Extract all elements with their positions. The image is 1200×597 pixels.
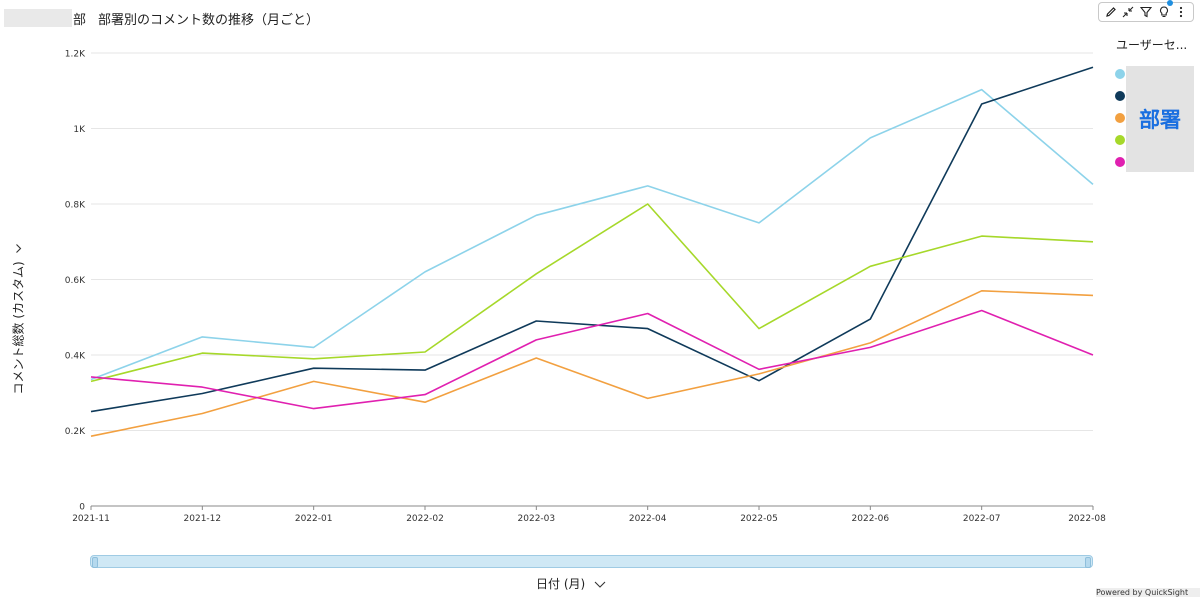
series-line-1[interactable] (90, 88, 1094, 381)
x-tick-label: 2022-05 (740, 514, 778, 524)
legend-marker-2[interactable] (1115, 91, 1125, 101)
scrollbar-right-handle[interactable] (1085, 557, 1091, 568)
x-tick-label: 2021-12 (184, 514, 222, 524)
y-tick-label: 0.4K (65, 352, 86, 362)
chevron-down-icon (594, 577, 606, 591)
x-tick-label: 2022-07 (963, 514, 1001, 524)
legend-marker-3[interactable] (1115, 113, 1125, 123)
powered-by-footer: Powered by QuickSight (1096, 588, 1200, 597)
y-tick-label: 0 (79, 503, 85, 513)
x-tick-label: 2022-01 (295, 514, 333, 524)
y-tick-label: 1.2K (65, 50, 86, 60)
scrollbar-left-handle[interactable] (92, 557, 98, 568)
x-tick-label: 2022-08 (1068, 514, 1106, 524)
lightbulb-icon[interactable] (1156, 0, 1173, 20)
legend-marker-4[interactable] (1115, 135, 1125, 145)
y-tick-label: 0.6K (65, 276, 86, 286)
title-prefix: 部 (73, 13, 87, 28)
legend-title: ユーザーセ... (1116, 38, 1188, 52)
x-axis-range-scrollbar[interactable] (90, 555, 1093, 568)
x-tick-label: 2021-11 (72, 514, 110, 524)
x-tick-label: 2022-04 (629, 514, 667, 524)
filter-icon[interactable] (1138, 4, 1154, 20)
y-tick-label: 0.8K (65, 201, 86, 211)
x-tick-label: 2022-03 (518, 514, 556, 524)
x-tick-label: 2022-06 (852, 514, 890, 524)
legend-redaction-overlay: 部署 (1126, 66, 1194, 172)
x-tick-label: 2022-02 (406, 514, 444, 524)
notification-dot (1166, 0, 1173, 6)
x-axis-label[interactable]: 日付 (月) (536, 575, 606, 592)
more-icon[interactable] (1173, 4, 1189, 20)
series-line-3[interactable] (90, 290, 1094, 437)
title-text: 部署別のコメント数の推移（月ごと） (98, 13, 320, 28)
visual-toolbar (1098, 0, 1194, 22)
x-axis-label-text: 日付 (月) (536, 577, 586, 591)
redacted-label (4, 9, 72, 27)
pencil-icon[interactable] (1103, 4, 1119, 20)
y-tick-label: 0.2K (65, 427, 86, 437)
legend-marker-1[interactable] (1115, 69, 1125, 79)
chevron-down-icon (12, 243, 26, 253)
y-axis-label[interactable]: コメント総数 (カスタム) (10, 244, 27, 395)
chart-title: 部部署別のコメント数の推移（月ごと） (73, 9, 319, 28)
y-tick-label: 1K (73, 125, 86, 135)
collapse-icon[interactable] (1120, 4, 1136, 20)
legend-marker-5[interactable] (1115, 157, 1125, 167)
series-line-5[interactable] (90, 309, 1094, 410)
series-line-2[interactable] (90, 66, 1094, 413)
series-line-4[interactable] (90, 203, 1094, 383)
